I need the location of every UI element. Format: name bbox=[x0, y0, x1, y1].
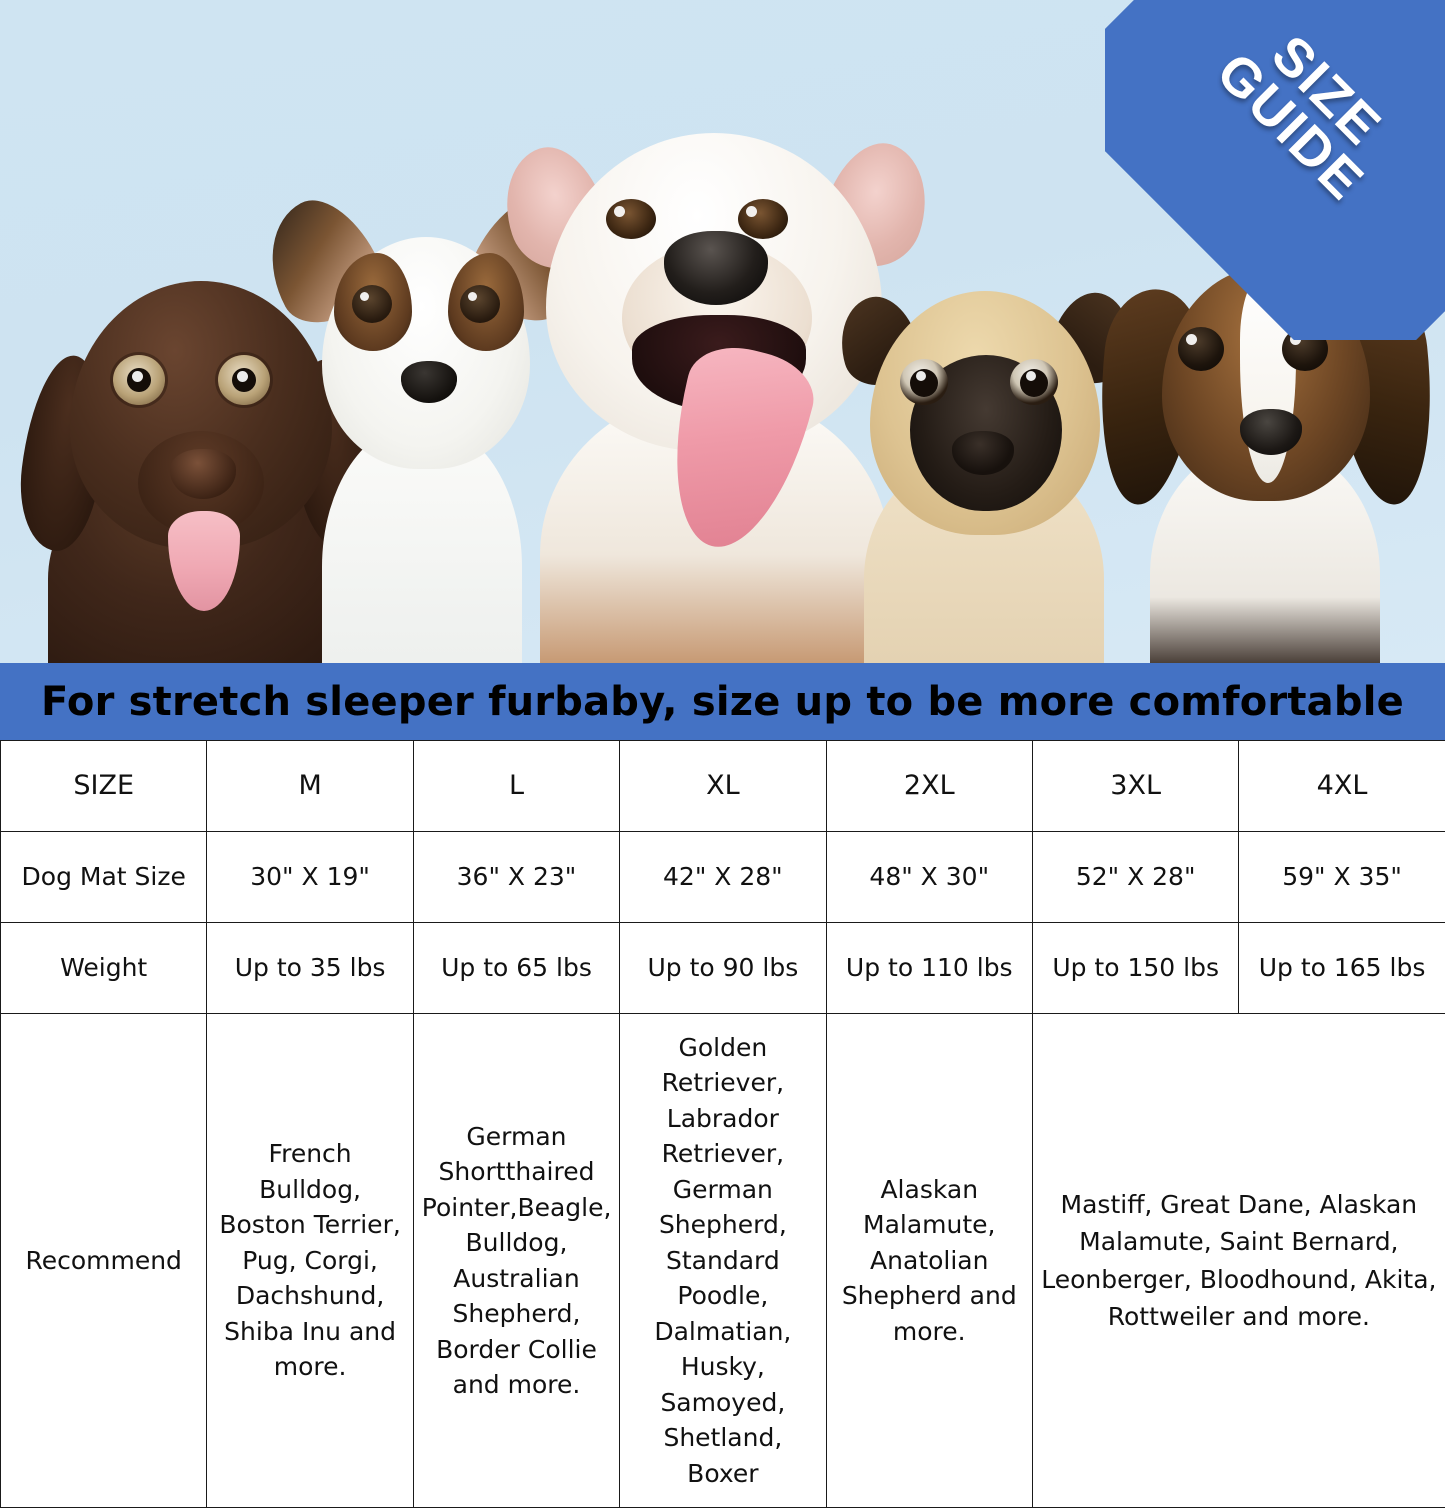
cell-weight-3xl: Up to 150 lbs bbox=[1032, 923, 1238, 1014]
cell-size-4xl: 4XL bbox=[1239, 741, 1445, 832]
cell-recommend-m: French Bulldog, Boston Terrier, Pug, Cor… bbox=[207, 1014, 413, 1508]
cell-mat-4xl: 59" X 35" bbox=[1239, 832, 1445, 923]
dog-photo-beagle bbox=[1100, 233, 1430, 663]
cell-recommend-l: German Shortthaired Pointer,Beagle, Bull… bbox=[413, 1014, 619, 1508]
dog-photo-pug bbox=[840, 263, 1130, 663]
cell-size-2xl: 2XL bbox=[826, 741, 1032, 832]
cell-weight-2xl: Up to 110 lbs bbox=[826, 923, 1032, 1014]
ribbon-line-2: GUIDE bbox=[1190, 28, 1389, 227]
cell-weight-m: Up to 35 lbs bbox=[207, 923, 413, 1014]
cell-size-label: SIZE bbox=[1, 741, 207, 832]
size-chart-table: SIZE M L XL 2XL 3XL 4XL Dog Mat Size 30"… bbox=[0, 740, 1445, 1508]
size-guide-page: SIZE GUIDE For stretch sleeper furbaby, … bbox=[0, 0, 1445, 1445]
cell-size-m: M bbox=[207, 741, 413, 832]
cell-size-l: L bbox=[413, 741, 619, 832]
cell-weight-l: Up to 65 lbs bbox=[413, 923, 619, 1014]
cell-mat-3xl: 52" X 28" bbox=[1032, 832, 1238, 923]
ribbon-line-1: SIZE bbox=[1227, 0, 1426, 191]
tagline-text: For stretch sleeper furbaby, size up to … bbox=[41, 679, 1404, 725]
cell-recommend-label: Recommend bbox=[1, 1014, 207, 1508]
cell-recommend-2xl: Alaskan Malamute, Anatolian Shepherd and… bbox=[826, 1014, 1032, 1508]
cell-mat-m: 30" X 19" bbox=[207, 832, 413, 923]
table-row-recommend: Recommend French Bulldog, Boston Terrier… bbox=[1, 1014, 1445, 1508]
cell-size-3xl: 3XL bbox=[1032, 741, 1238, 832]
cell-recommend-3xl-4xl: Mastiff, Great Dane, Alaskan Malamute, S… bbox=[1032, 1014, 1445, 1508]
table-row-dog-mat-size: Dog Mat Size 30" X 19" 36" X 23" 42" X 2… bbox=[1, 832, 1445, 923]
cell-weight-4xl: Up to 165 lbs bbox=[1239, 923, 1445, 1014]
cell-mat-2xl: 48" X 30" bbox=[826, 832, 1032, 923]
cell-mat-l: 36" X 23" bbox=[413, 832, 619, 923]
ribbon-label: SIZE GUIDE bbox=[1190, 0, 1425, 227]
dog-photo-banner: SIZE GUIDE bbox=[0, 0, 1445, 663]
cell-size-xl: XL bbox=[620, 741, 826, 832]
table-row-weight: Weight Up to 35 lbs Up to 65 lbs Up to 9… bbox=[1, 923, 1445, 1014]
cell-recommend-xl: Golden Retriever, Labrador Retriever, Ge… bbox=[620, 1014, 826, 1508]
cell-mat-xl: 42" X 28" bbox=[620, 832, 826, 923]
cell-weight-xl: Up to 90 lbs bbox=[620, 923, 826, 1014]
cell-weight-label: Weight bbox=[1, 923, 207, 1014]
cell-mat-label: Dog Mat Size bbox=[1, 832, 207, 923]
table-row-size-header: SIZE M L XL 2XL 3XL 4XL bbox=[1, 741, 1445, 832]
tagline-banner: For stretch sleeper furbaby, size up to … bbox=[0, 663, 1445, 740]
